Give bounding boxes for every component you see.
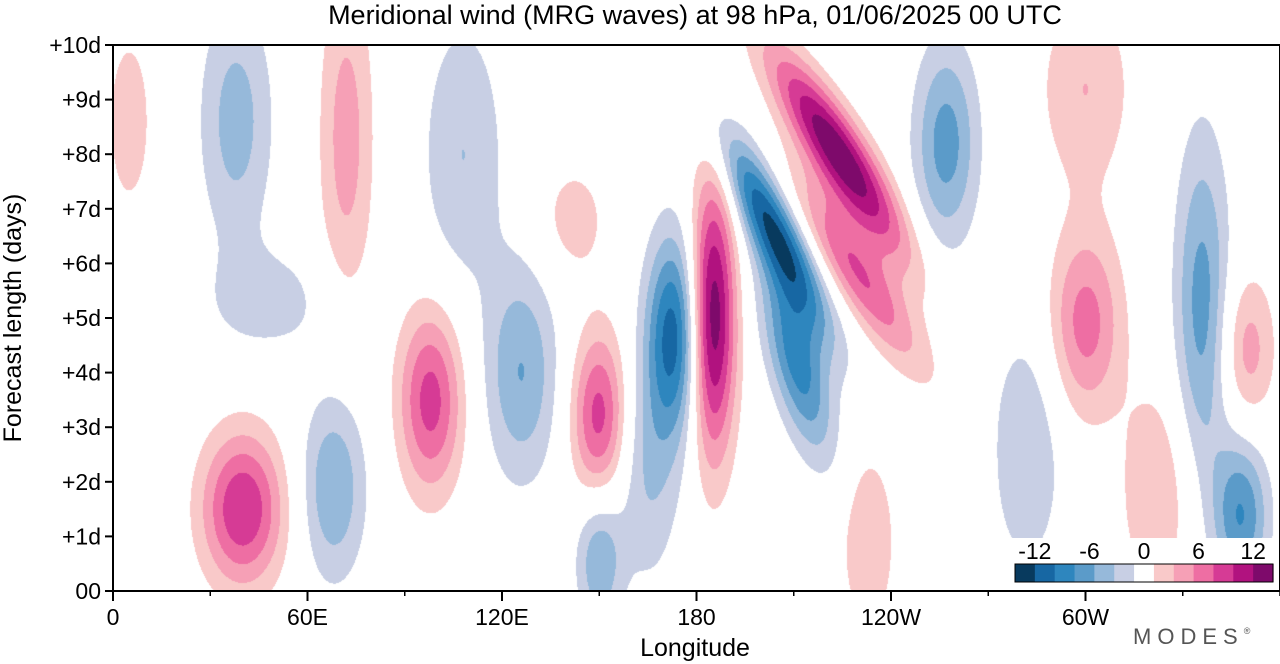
y-tick-label: 00 xyxy=(75,578,101,604)
colorbar-swatch xyxy=(1153,564,1175,582)
colorbar-swatch xyxy=(1134,564,1155,582)
colorbar-swatch xyxy=(1233,564,1254,582)
y-tick-label: +3d xyxy=(62,414,101,440)
colorbar-swatch xyxy=(1074,564,1095,582)
colorbar: -12 -6 0 6 12 xyxy=(1000,538,1276,590)
colorbar-swatch xyxy=(1114,564,1135,582)
y-tick-label: +6d xyxy=(62,250,101,276)
x-axis: 0 60E 120E 180 120W 60W xyxy=(107,591,1280,630)
contour-field xyxy=(113,45,1280,591)
brand-logo: MODES® xyxy=(1133,624,1251,649)
brand-text: MODES xyxy=(1133,624,1244,649)
colorbar-label: 6 xyxy=(1192,538,1205,564)
y-tick-label: +2d xyxy=(62,469,101,495)
brand-mark: ® xyxy=(1244,626,1251,636)
y-tick-label: +4d xyxy=(62,360,101,386)
colorbar-frame xyxy=(1014,563,1274,583)
colorbar-swatch xyxy=(1253,564,1274,582)
x-tick-label: 60E xyxy=(287,604,328,630)
colorbar-swatch xyxy=(1094,564,1115,582)
y-tick-label: +5d xyxy=(62,305,101,331)
y-tick-label: +9d xyxy=(62,87,101,113)
plot-area: -12 -6 0 6 12 xyxy=(112,44,1280,592)
colorbar-label: 0 xyxy=(1138,538,1151,564)
colorbar-swatch xyxy=(1193,564,1215,582)
colorbar-swatch xyxy=(1173,564,1195,582)
y-axis-label: Forecast length (days) xyxy=(0,194,27,443)
colorbar-swatch xyxy=(1213,564,1234,582)
colorbar-label: -6 xyxy=(1079,538,1099,564)
x-tick-label: 120W xyxy=(861,604,921,630)
colorbar-swatch xyxy=(1054,564,1076,582)
x-tick-label: 120E xyxy=(475,604,529,630)
x-tick-label: 60W xyxy=(1062,604,1110,630)
x-axis-label: Longitude xyxy=(640,634,750,662)
y-tick-label: +8d xyxy=(62,141,101,167)
colorbar-label: 12 xyxy=(1240,538,1266,564)
colorbar-label: -12 xyxy=(1018,538,1051,564)
y-tick-label: +10d xyxy=(49,32,101,58)
y-tick-label: +1d xyxy=(62,523,101,549)
colorbar-swatch xyxy=(1015,564,1036,582)
y-tick-label: +7d xyxy=(62,196,101,222)
colorbar-swatch xyxy=(1034,564,1056,582)
y-axis: 00 +1d +2d +3d +4d +5d +6d +7d +8d +9d +10d xyxy=(49,32,113,604)
chart-title: Meridional wind (MRG waves) at 98 hPa, 0… xyxy=(328,0,1062,30)
x-tick-label: 180 xyxy=(677,604,715,630)
x-tick-label: 0 xyxy=(107,604,120,630)
